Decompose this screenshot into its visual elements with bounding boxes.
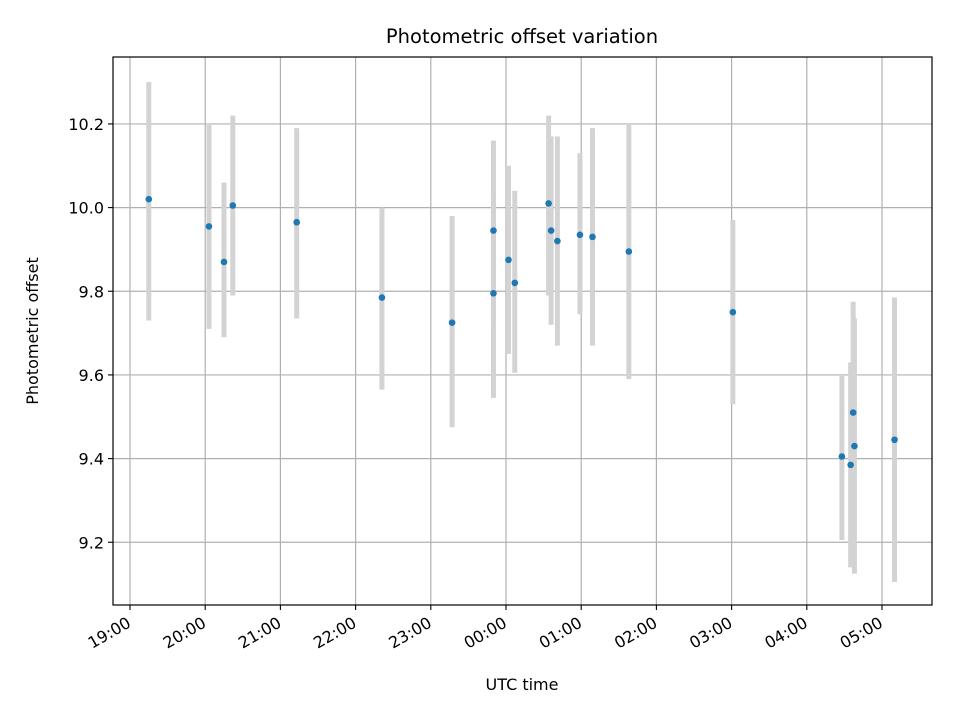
y-tick-label: 9.4 — [79, 450, 104, 469]
data-point — [849, 409, 857, 416]
grid-layer — [113, 57, 932, 605]
point-layer — [145, 195, 898, 469]
y-tick-label: 9.2 — [79, 533, 104, 552]
x-tick-label: 05:00 — [837, 613, 886, 653]
y-axis: 9.2 9.4 9.6 9.8 10.0 10.2 — [68, 115, 113, 552]
x-tick-label: 00:00 — [461, 613, 510, 653]
data-point — [729, 308, 737, 316]
data-point — [625, 248, 633, 255]
data-point — [220, 258, 228, 266]
y-tick-label: 10.2 — [68, 115, 104, 134]
x-tick-label: 23:00 — [385, 613, 434, 653]
x-tick-label: 21:00 — [235, 613, 284, 653]
data-point — [448, 319, 456, 326]
y-tick-label: 9.6 — [79, 366, 104, 385]
errorbar-layer — [146, 82, 898, 582]
plot-frame — [112, 56, 933, 606]
x-tick-label: 04:00 — [761, 613, 810, 653]
data-point — [490, 290, 497, 297]
data-point — [490, 227, 497, 234]
x-tick-label: 02:00 — [611, 613, 660, 653]
chart-title: Photometric offset variation — [386, 25, 658, 48]
y-tick-label: 9.8 — [79, 282, 104, 301]
data-point — [547, 227, 555, 234]
data-point — [229, 202, 237, 209]
data-point — [851, 442, 858, 450]
data-point — [576, 231, 584, 239]
x-tick-label: 01:00 — [536, 613, 585, 653]
x-axis-label: UTC time — [486, 675, 559, 694]
data-point — [847, 461, 854, 469]
x-axis: 19:00 20:00 21:00 22:00 23:00 00:00 01:00 02:00… — [85, 605, 886, 653]
x-tick-label: 22:00 — [310, 613, 359, 653]
data-point — [505, 256, 512, 264]
y-axis-label: Photometric offset — [23, 257, 42, 405]
data-point — [589, 233, 596, 241]
y-tick-label: 10.0 — [68, 199, 104, 218]
data-point — [145, 195, 153, 203]
data-point — [205, 223, 213, 230]
x-tick-label: 19:00 — [85, 613, 134, 653]
x-tick-label: 03:00 — [686, 613, 735, 653]
data-point — [545, 200, 552, 207]
data-point — [891, 436, 898, 444]
data-point — [511, 279, 519, 287]
data-point — [838, 453, 846, 460]
data-point — [554, 237, 561, 245]
data-point — [293, 218, 300, 226]
data-point — [378, 294, 386, 301]
x-tick-label: 20:00 — [160, 613, 209, 653]
